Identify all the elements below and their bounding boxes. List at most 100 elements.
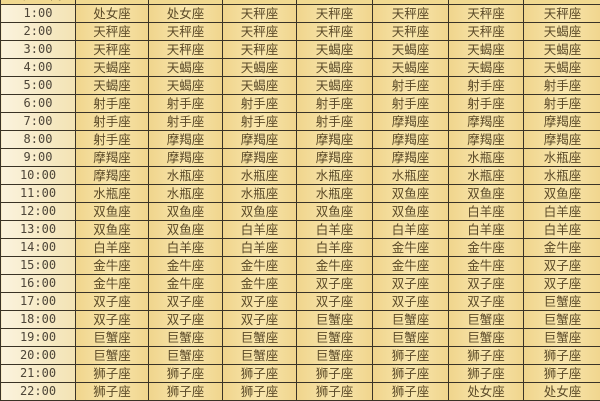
sign-cell: 狮子座 (449, 347, 524, 365)
sign-cell: 狮子座 (524, 347, 600, 365)
sign-cell: 摩羯座 (449, 113, 524, 131)
sign-cell: 金牛座 (76, 257, 149, 275)
time-cell: 20:00 (1, 347, 76, 365)
sign-cell: 巨蟹座 (449, 329, 524, 347)
sign-cell: 摩羯座 (76, 149, 149, 167)
sign-cell: 天秤座 (449, 5, 524, 23)
sign-cell: 双子座 (223, 293, 297, 311)
sign-cell: 巨蟹座 (223, 329, 297, 347)
sign-cell: 天蝎座 (524, 41, 600, 59)
sign-cell: 水瓶座 (223, 167, 297, 185)
sign-cell: 天蝎座 (449, 41, 524, 59)
sign-cell: 射手座 (223, 113, 297, 131)
sign-cell: 巨蟹座 (524, 311, 600, 329)
sign-cell: 水瓶座 (297, 167, 373, 185)
sign-cell: 双鱼座 (449, 185, 524, 203)
sign-cell: 狮子座 (449, 365, 524, 383)
sign-cell: 摩羯座 (149, 131, 223, 149)
sign-cell: 双子座 (524, 257, 600, 275)
sign-cell: 双鱼座 (76, 221, 149, 239)
sign-cell: 双鱼座 (223, 203, 297, 221)
sign-cell: 天蝎座 (449, 59, 524, 77)
sign-cell: 金牛座 (373, 239, 449, 257)
sign-cell: 巨蟹座 (76, 347, 149, 365)
sign-cell: 巨蟹座 (149, 329, 223, 347)
sign-cell: 巨蟹座 (149, 347, 223, 365)
sign-cell: 双子座 (76, 293, 149, 311)
sign-cell: 水瓶座 (149, 185, 223, 203)
time-cell: 7:00 (1, 113, 76, 131)
sign-cell: 巨蟹座 (76, 329, 149, 347)
sign-cell: 射手座 (223, 95, 297, 113)
sign-cell: 射手座 (524, 77, 600, 95)
sign-cell: 双子座 (373, 275, 449, 293)
sign-cell: 摩羯座 (223, 131, 297, 149)
date-range-header: 12.23-12.27 (449, 0, 524, 5)
sign-cell: 双鱼座 (76, 203, 149, 221)
sign-cell: 水瓶座 (297, 185, 373, 203)
header-row: 出生时间12.1-12.412.5-12.812.9-12.1212.13-12… (1, 0, 600, 5)
sign-cell: 双鱼座 (149, 221, 223, 239)
sign-cell: 金牛座 (149, 257, 223, 275)
date-range-header: 12.28-12.31 (524, 0, 600, 5)
sign-cell: 巨蟹座 (373, 311, 449, 329)
sign-cell: 双鱼座 (373, 203, 449, 221)
sign-cell: 巨蟹座 (449, 311, 524, 329)
sign-cell: 射手座 (373, 77, 449, 95)
sign-cell: 射手座 (149, 113, 223, 131)
sign-cell: 天秤座 (373, 5, 449, 23)
date-range-header: 12.18-12.22 (373, 0, 449, 5)
sign-cell: 双子座 (149, 293, 223, 311)
sign-cell: 射手座 (297, 113, 373, 131)
sign-cell: 处女座 (524, 383, 600, 401)
sign-cell: 处女座 (149, 5, 223, 23)
sign-cell: 水瓶座 (524, 149, 600, 167)
sign-cell: 金牛座 (449, 257, 524, 275)
sign-cell: 摩羯座 (524, 113, 600, 131)
sign-cell: 狮子座 (297, 365, 373, 383)
sign-cell: 水瓶座 (524, 167, 600, 185)
sign-cell: 狮子座 (149, 383, 223, 401)
sign-cell: 狮子座 (76, 383, 149, 401)
sign-cell: 水瓶座 (449, 149, 524, 167)
sign-cell: 射手座 (76, 131, 149, 149)
sign-cell: 摩羯座 (76, 167, 149, 185)
sign-cell: 白羊座 (449, 221, 524, 239)
sign-cell: 白羊座 (76, 239, 149, 257)
sign-cell: 金牛座 (373, 257, 449, 275)
sign-cell: 天蝎座 (373, 59, 449, 77)
sign-cell: 天蝎座 (297, 77, 373, 95)
sign-cell: 金牛座 (297, 257, 373, 275)
sign-cell: 天秤座 (297, 23, 373, 41)
sign-cell: 巨蟹座 (223, 347, 297, 365)
sign-cell: 天蝎座 (149, 77, 223, 95)
sign-cell: 摩羯座 (524, 131, 600, 149)
time-cell: 14:00 (1, 239, 76, 257)
sign-cell: 天蝎座 (297, 59, 373, 77)
sign-cell: 白羊座 (524, 221, 600, 239)
sign-cell: 天蝎座 (149, 59, 223, 77)
sign-cell: 摩羯座 (449, 131, 524, 149)
sign-cell: 双子座 (223, 311, 297, 329)
sign-cell: 天秤座 (223, 41, 297, 59)
sign-cell: 天秤座 (223, 23, 297, 41)
sign-cell: 水瓶座 (449, 167, 524, 185)
date-range-header: 12.9-12.12 (223, 0, 297, 5)
